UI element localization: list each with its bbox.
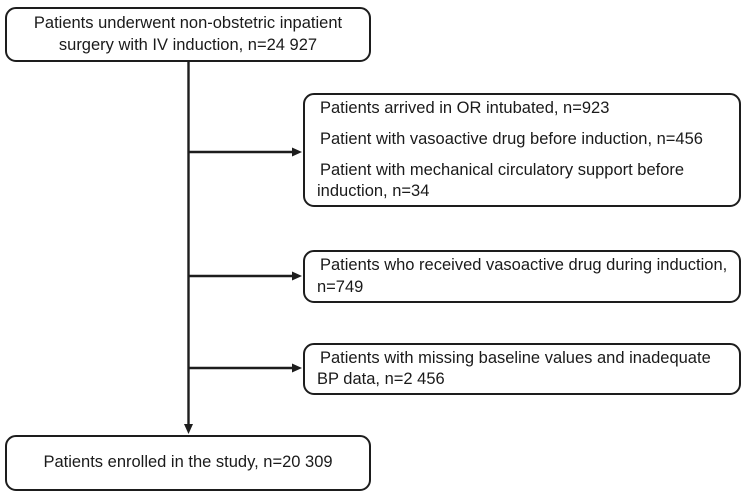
flow-box-exclusion-missing-data: Patients with missing baseline values an… xyxy=(303,343,741,395)
branch-arrowhead-exclusion-3 xyxy=(292,363,302,373)
flow-box-source-population: Patients underwent non-obstetric inpatie… xyxy=(5,7,371,62)
flow-box-exclusions-before-induction: Patients arrived in OR intubated, n=923 … xyxy=(303,93,741,207)
exclusion-item-vasoactive-during: Patients who received vasoactive drug du… xyxy=(317,256,728,296)
flow-box-exclusion-vasoactive-during: Patients who received vasoactive drug du… xyxy=(303,250,741,303)
trunk-arrowhead xyxy=(184,424,193,434)
exclusion-item-vasoactive-before: Patient with vasoactive drug before indu… xyxy=(320,129,703,148)
branch-arrowhead-exclusion-2 xyxy=(292,271,302,281)
flow-box-enrolled-text: Patients enrolled in the study, n=20 309 xyxy=(43,453,333,472)
flow-box-enrolled: Patients enrolled in the study, n=20 309 xyxy=(5,435,371,491)
flow-box-source-text: Patients underwent non-obstetric inpatie… xyxy=(33,14,343,54)
branch-arrowhead-exclusion-1 xyxy=(292,147,302,157)
exclusion-item-intubated: Patients arrived in OR intubated, n=923 xyxy=(320,98,610,117)
exclusion-item-mechanical-support: Patient with mechanical circulatory supp… xyxy=(317,161,685,201)
exclusion-item-missing-bp-data: Patients with missing baseline values an… xyxy=(317,348,711,388)
